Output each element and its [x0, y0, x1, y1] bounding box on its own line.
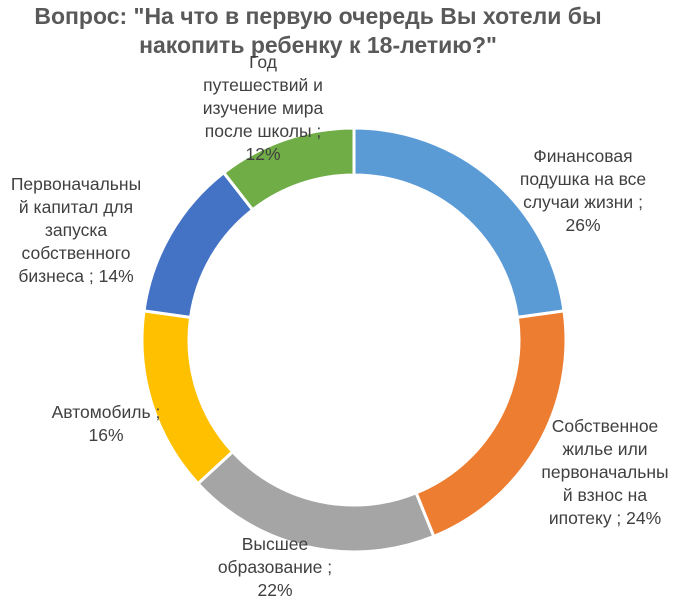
chart-title-line: Вопрос: "На что в первую очередь Вы хоте…	[34, 3, 601, 29]
data-label-line: запуска	[45, 220, 108, 240]
chart-title: Вопрос: "На что в первую очередь Вы хоте…	[34, 3, 601, 58]
data-label: Год путешествий и изучение мира после школы…	[203, 52, 324, 164]
chart-title-line: накопить ребенку к 18-летию?"	[139, 32, 497, 58]
data-label-line: после школы ;	[205, 121, 322, 141]
data-label-line: Автомобиль ;	[52, 402, 161, 422]
donut-slices	[140, 126, 568, 554]
data-label-line: 16%	[88, 425, 123, 445]
data-label-line: подушка на все	[520, 169, 646, 189]
data-label-line: Финансовая	[533, 146, 632, 166]
data-label-line: Высшее	[242, 534, 309, 554]
data-label-line: 12%	[245, 144, 280, 164]
data-label-line: изучение мира	[203, 98, 324, 118]
donut-slice	[142, 170, 255, 320]
data-label-line: первоначальны	[541, 462, 668, 482]
data-label-line: ипотеку ; 24%	[549, 508, 661, 528]
data-label: Автомобиль ; 16%	[52, 402, 161, 445]
data-label-line: Год	[249, 52, 277, 72]
donut-slice	[414, 309, 568, 539]
data-label-line: образование ;	[218, 557, 332, 577]
data-label-line: 22%	[257, 580, 292, 600]
data-label: Высшее образование ; 22%	[218, 534, 332, 600]
data-label-line: й взнос на	[563, 485, 647, 505]
data-label-line: й капитал для	[19, 197, 133, 217]
data-label-line: путешествий и	[203, 75, 323, 95]
data-labels: Финансовая подушка на все случаи жизни ; 26…	[11, 52, 669, 600]
data-label-line: случаи жизни ;	[523, 192, 643, 212]
data-label-line: 26%	[565, 215, 600, 235]
data-label-line: Первоначальны	[11, 174, 141, 194]
donut-slice	[221, 126, 356, 212]
data-label: Финансовая подушка на все случаи жизни ; 26…	[520, 146, 646, 235]
donut-slice	[140, 309, 235, 486]
data-label-line: собственного	[22, 243, 131, 263]
data-label-line: Собственное	[552, 416, 659, 436]
data-label: Собственное жилье или первоначальны й взнос…	[541, 416, 668, 528]
data-label: Первоначальны й капитал для запуска собстве…	[11, 174, 141, 286]
data-label-line: бизнеса ; 14%	[18, 266, 133, 286]
donut-slice	[195, 449, 436, 554]
data-label-line: жилье или	[562, 439, 647, 459]
